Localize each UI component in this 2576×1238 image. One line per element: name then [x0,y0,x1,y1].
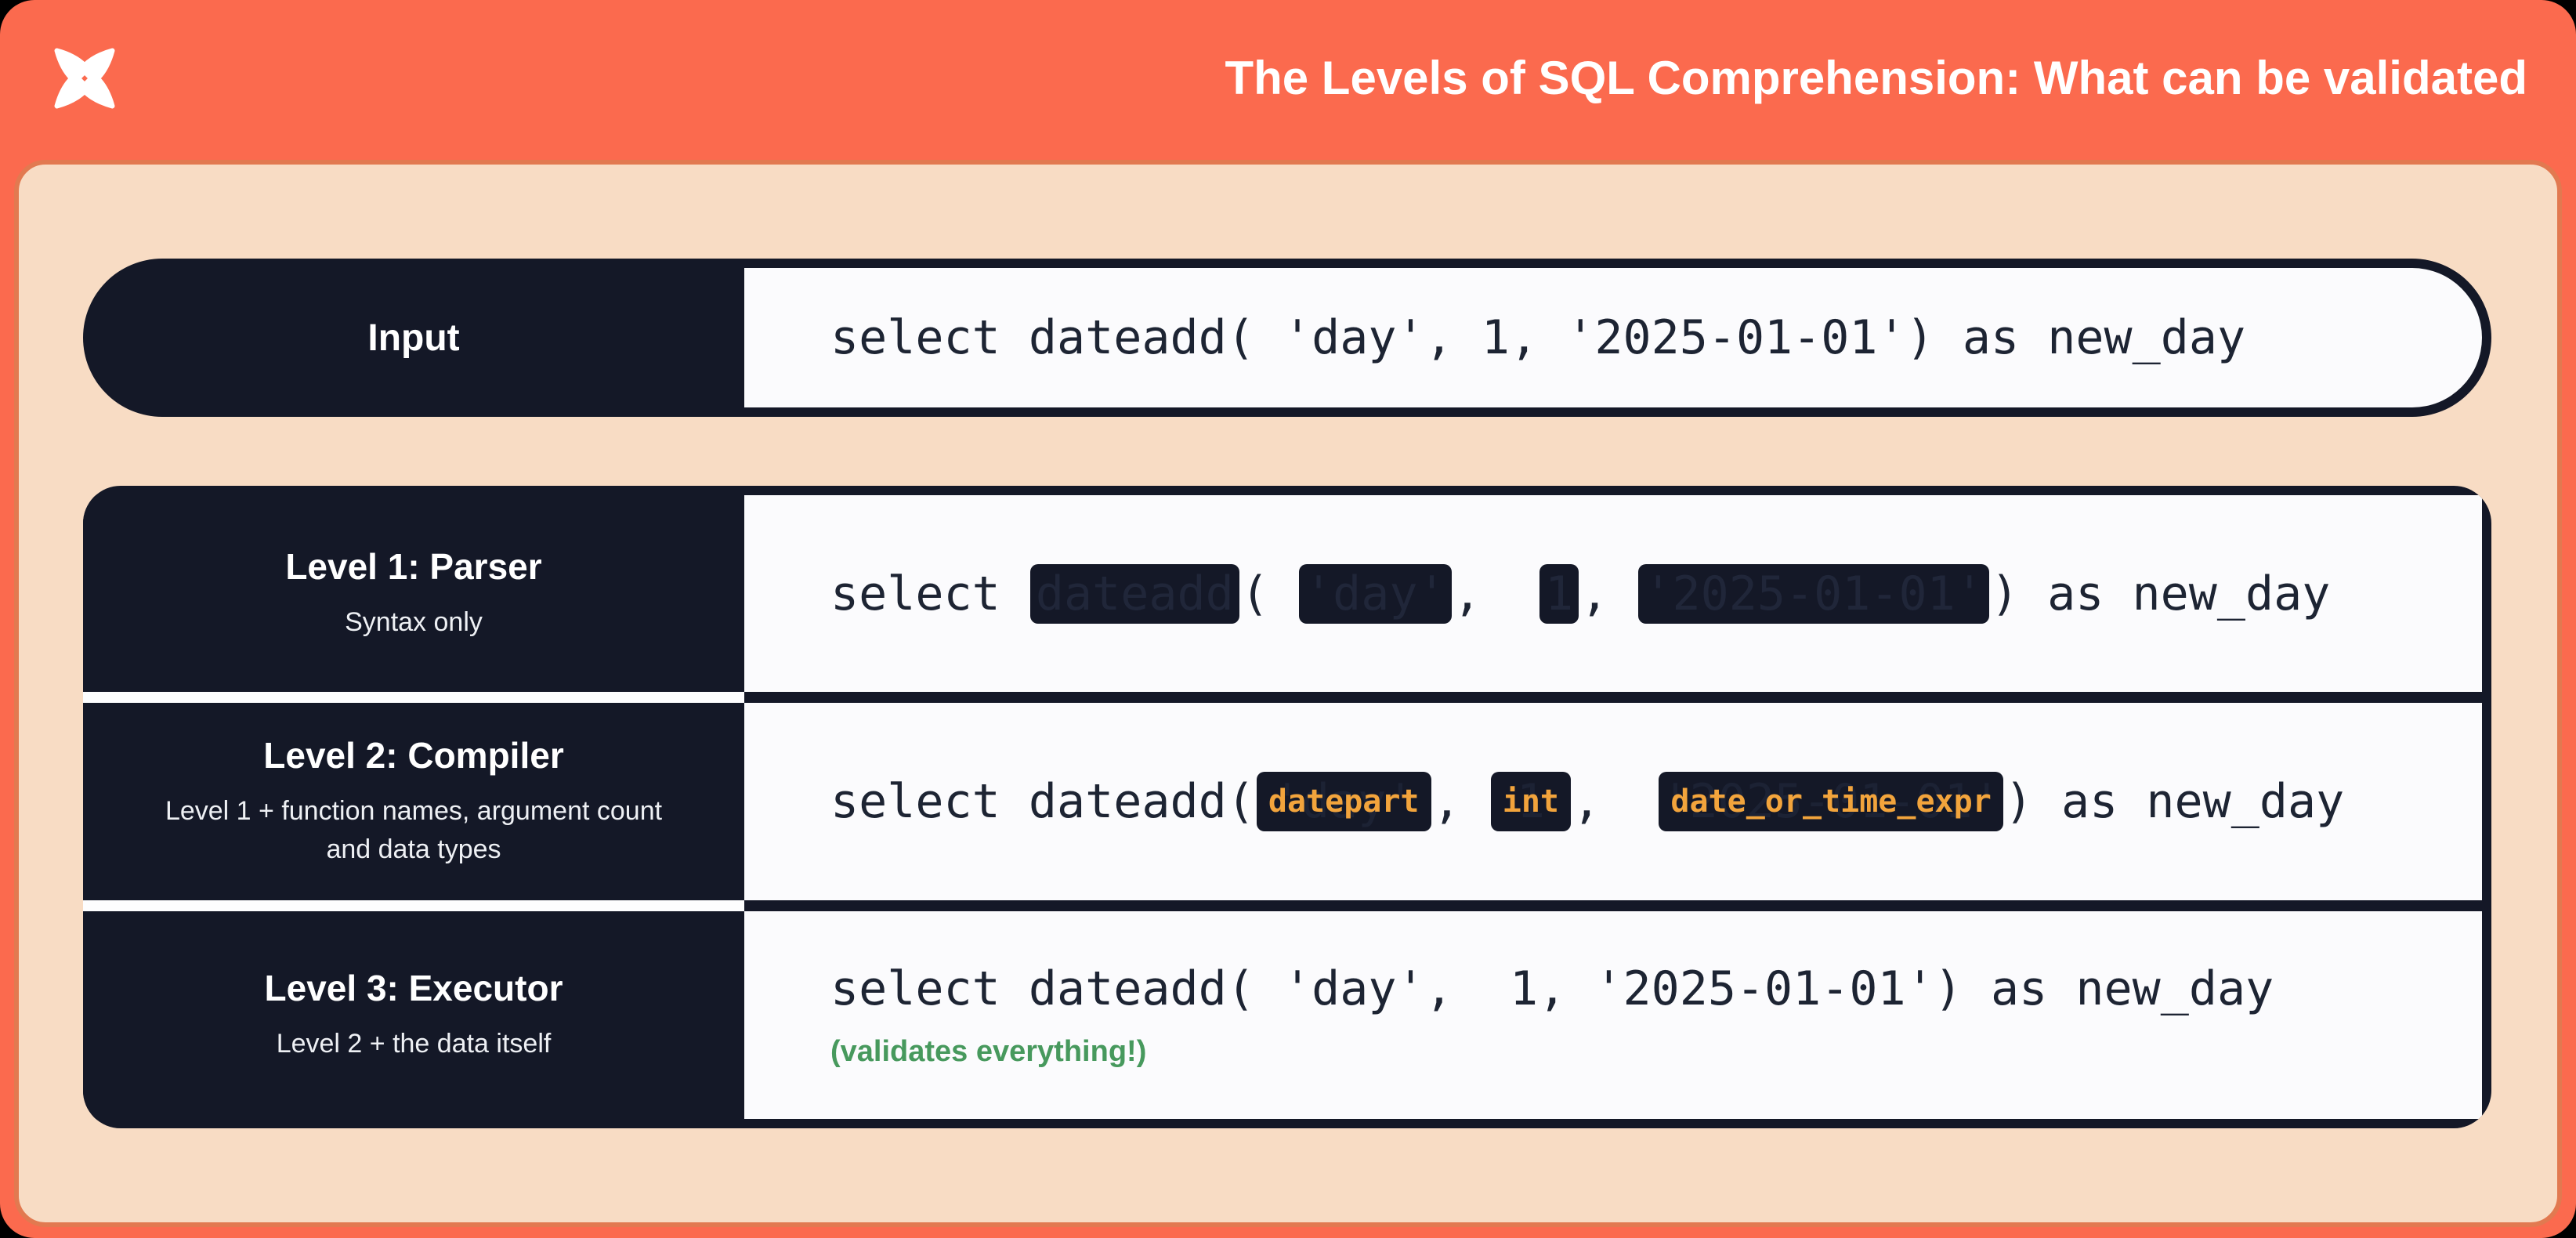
level-row: Level 2: Compiler Level 1 + function nam… [83,703,2482,911]
sql-token: ( [1240,566,1297,621]
ghost-token-text: 'day' [1304,566,1446,621]
input-row-code-cell: select dateadd( 'day', 1, '2025-01-01') … [744,268,2482,407]
redacted-token-box: 'day' [1299,563,1452,624]
redacted-token-box: 1 [1539,563,1579,624]
page-title: The Levels of SQL Comprehension: What ca… [1225,51,2527,104]
level-label-cell: Level 2: Compiler Level 1 + function nam… [83,703,744,911]
levels-table: Level 1: Parser Syntax only select datea… [83,486,2491,1128]
type-token-label: int [1502,783,1560,820]
level-code-cell: select dateadd( 'day', 1, '2025-01-01') … [744,495,2482,704]
sql-token: ) as new_day [1990,566,2331,621]
type-token-box: 1 int [1490,771,1572,831]
ghost-token-text: dateadd [1035,566,1234,621]
input-row-label: Input [367,317,460,359]
header-band: The Levels of SQL Comprehension: What ca… [0,0,2576,161]
level-title: Level 2: Compiler [263,734,564,776]
redacted-token-box: dateadd [1029,563,1239,624]
sql-code-line: select dateadd( 'day', 1, '2025-01-01') … [830,961,2274,1016]
input-row: Input select dateadd( 'day', 1, '2025-01… [83,259,2491,417]
sql-code-line: select dateadd( 'day', 1, '2025-01-01') … [830,563,2331,624]
sql-token: ) as new_day [2004,773,2345,829]
level-code-cell: select dateadd( 'day', 1, '2025-01-01') … [744,910,2482,1119]
level-code-cell: select dateadd('day' datepart, 1 int, '202… [744,703,2482,911]
sql-token: , [1453,566,1538,621]
sql-token: , [1572,773,1658,829]
validates-note: (validates everything!) [830,1034,1147,1068]
level-label-cell: Level 1: Parser Syntax only [83,495,744,704]
ghost-token-text: 1 [1516,773,1545,829]
sql-code-line: select dateadd('day' datepart, 1 int, '202… [830,771,2345,831]
type-token-label: date_or_time_expr [1670,783,1992,820]
ghost-token-text: 'day' [1272,773,1415,829]
sql-token: select dateadd( 'day', 1, '2025-01-01') … [830,961,2274,1016]
level-subtitle: Level 2 + the data itself [276,1028,552,1059]
sql-token: , [1580,566,1637,621]
type-token-box: 'day' datepart [1256,771,1431,831]
ghost-token-text: '2025-01-01' [1661,773,2001,829]
level-subtitle: Syntax only [345,607,483,638]
redacted-token-box: '2025-01-01' [1638,563,1989,624]
input-sql-code: select dateadd( 'day', 1, '2025-01-01') … [830,310,2246,365]
level-row: Level 1: Parser Syntax only select datea… [83,495,2482,704]
level-row: Level 3: Executor Level 2 + the data its… [83,910,2482,1119]
level-title: Level 3: Executor [264,967,563,1008]
ghost-token-text: 1 [1545,566,1574,621]
level-subtitle: Level 1 + function names, argument count… [165,795,663,864]
type-token-box: '2025-01-01' date_or_time_expr [1659,771,2003,831]
ghost-token-text: '2025-01-01' [1644,566,1984,621]
sql-token: select dateadd( [830,773,1255,829]
dbt-logo-icon [54,48,115,109]
type-token-label: datepart [1268,783,1420,820]
level-label-cell: Level 3: Executor Level 2 + the data its… [83,910,744,1119]
sql-token: , [1432,773,1489,829]
level-title: Level 1: Parser [285,546,542,588]
sql-token: select [830,566,1029,621]
